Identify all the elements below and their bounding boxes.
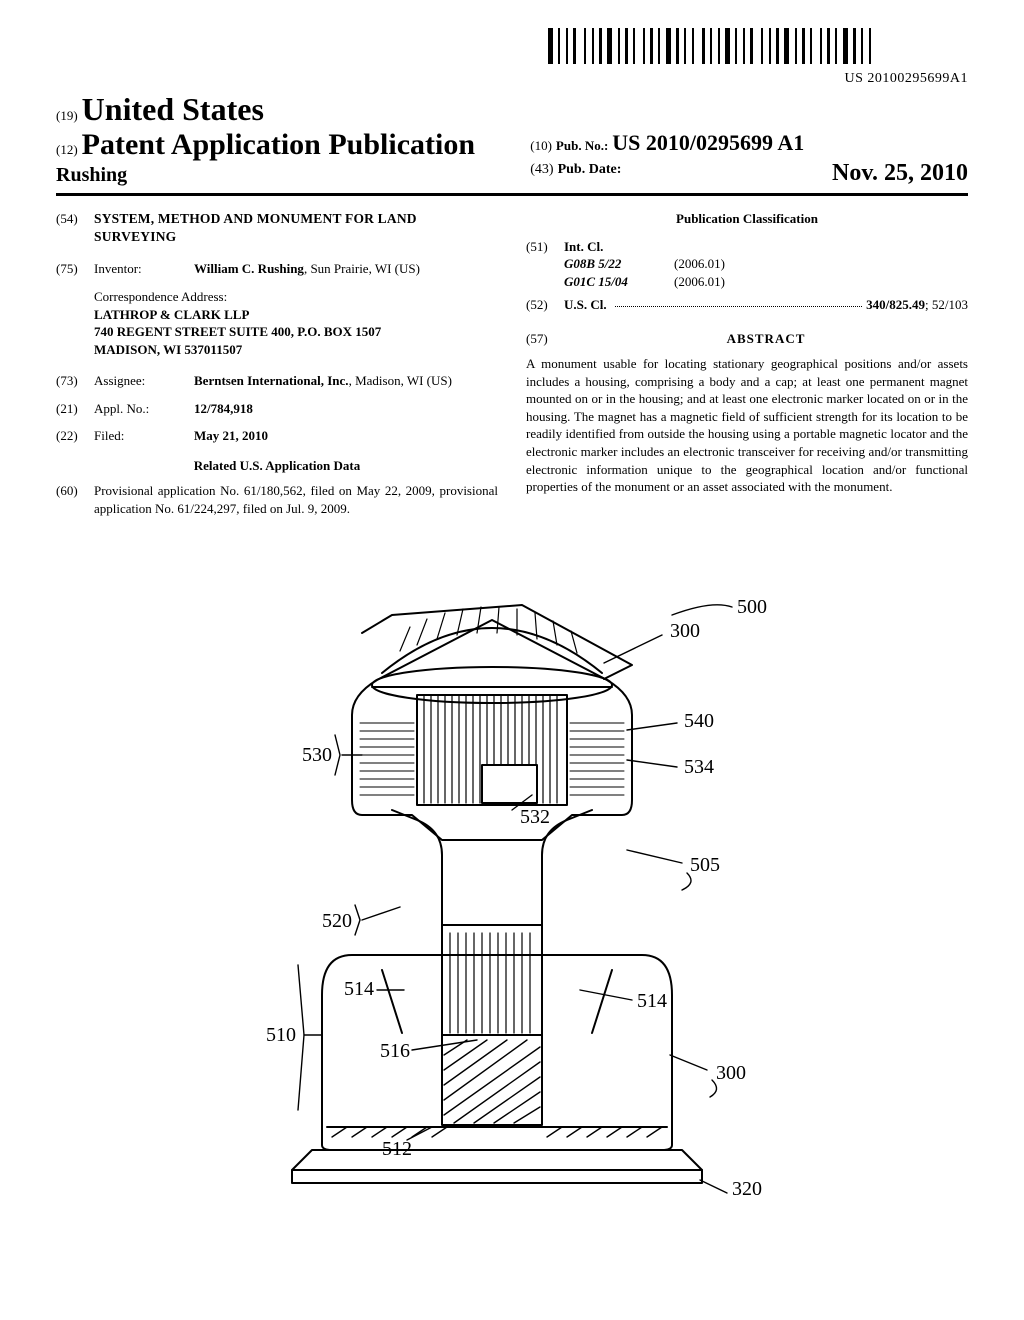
authors: Rushing (56, 164, 494, 187)
filed-date: May 21, 2010 (194, 428, 268, 443)
pubclass-header: Publication Classification (526, 210, 968, 228)
dotfill (615, 296, 863, 307)
abstract-code: (57) (526, 330, 564, 348)
fig-label-516: 516 (380, 1040, 410, 1062)
fig-label-300b: 300 (716, 1062, 746, 1084)
pubno-label: Pub. No.: (556, 138, 608, 153)
related-header: Related U.S. Application Data (56, 457, 498, 475)
uscl-code: (52) (526, 296, 564, 314)
intcl-label: Int. Cl. (564, 239, 603, 254)
fig-label-512: 512 (382, 1138, 412, 1160)
intcl-version: (2006.01) (674, 255, 725, 273)
header: (19) United States (12) Patent Applicati… (56, 91, 968, 187)
fig-label-505: 505 (690, 854, 720, 876)
inventor-name: William C. Rushing (194, 261, 304, 276)
correspondence-addr1: 740 REGENT STREET SUITE 400, P.O. BOX 15… (94, 323, 498, 341)
uscl-label: U.S. Cl. (564, 296, 607, 314)
applno-code: (21) (56, 400, 94, 418)
country-code: (19) (56, 108, 78, 123)
pubdate: Nov. 25, 2010 (832, 160, 968, 187)
abstract-body: A monument usable for locating stationar… (526, 355, 968, 495)
title-code: (54) (56, 210, 94, 246)
abstract-label: ABSTRACT (564, 330, 968, 348)
divider (56, 193, 968, 196)
uscl-secondary: ; 52/103 (925, 297, 968, 312)
inventor-label: Inventor: (94, 260, 194, 278)
intcl-code-val: G01C 15/04 (564, 273, 674, 291)
right-column: Publication Classification (51) Int. Cl.… (526, 210, 968, 527)
pubdate-label: Pub. Date: (558, 162, 622, 177)
fig-label-532: 532 (520, 806, 550, 828)
country: United States (82, 91, 264, 127)
pubno-code: (10) (530, 138, 552, 153)
pubno: US 2010/0295699 A1 (612, 130, 804, 155)
assignee-loc: , Madison, WI (US) (349, 373, 452, 388)
fig-label-300: 300 (670, 620, 700, 642)
applno-label: Appl. No.: (94, 400, 194, 418)
barcode-block: US 20100295699A1 (56, 28, 968, 87)
assignee-code: (73) (56, 372, 94, 390)
figure: 300 500 540 534 532 505 530 520 514 514 … (56, 555, 968, 1200)
fig-label-520: 520 (322, 910, 352, 932)
fig-label-540: 540 (684, 710, 714, 732)
filed-code: (22) (56, 427, 94, 445)
pub-type-code: (12) (56, 142, 78, 157)
intcl-version: (2006.01) (674, 273, 725, 291)
fig-label-510: 510 (266, 1024, 296, 1046)
fig-label-514a: 514 (344, 978, 374, 1000)
fig-label-500: 500 (737, 596, 767, 618)
inventor-loc: , Sun Prairie, WI (US) (304, 261, 420, 276)
fig-label-534: 534 (684, 756, 714, 778)
intcl-code: (51) (526, 238, 564, 291)
barcode-pubnum: US 20100295699A1 (56, 71, 968, 87)
provisional-text: Provisional application No. 61/180,562, … (94, 482, 498, 517)
correspondence-firm: LATHROP & CLARK LLP (94, 306, 498, 324)
fig-label-320: 320 (732, 1178, 762, 1195)
assignee-label: Assignee: (94, 372, 194, 390)
intcl-line: G08B 5/22(2006.01) (564, 255, 968, 273)
correspondence-addr2: MADISON, WI 537011507 (94, 341, 498, 359)
intcl-code-val: G08B 5/22 (564, 255, 674, 273)
intcl-line: G01C 15/04(2006.01) (564, 273, 968, 291)
invention-title: SYSTEM, METHOD AND MONUMENT FOR LAND SUR… (94, 210, 498, 246)
pubdate-code: (43) (530, 162, 553, 177)
uscl-primary: 340/825.49 (866, 297, 925, 312)
inventor-code: (75) (56, 260, 94, 278)
provisional-code: (60) (56, 482, 94, 517)
pub-type: Patent Application Publication (82, 128, 475, 161)
assignee-name: Berntsen International, Inc. (194, 373, 349, 388)
fig-label-530: 530 (302, 744, 332, 766)
filed-label: Filed: (94, 427, 194, 445)
fig-label-514b: 514 (637, 990, 667, 1012)
applno: 12/784,918 (194, 401, 253, 416)
left-column: (54) SYSTEM, METHOD AND MONUMENT FOR LAN… (56, 210, 498, 527)
correspondence-header: Correspondence Address: (94, 288, 498, 306)
barcode (548, 28, 968, 69)
